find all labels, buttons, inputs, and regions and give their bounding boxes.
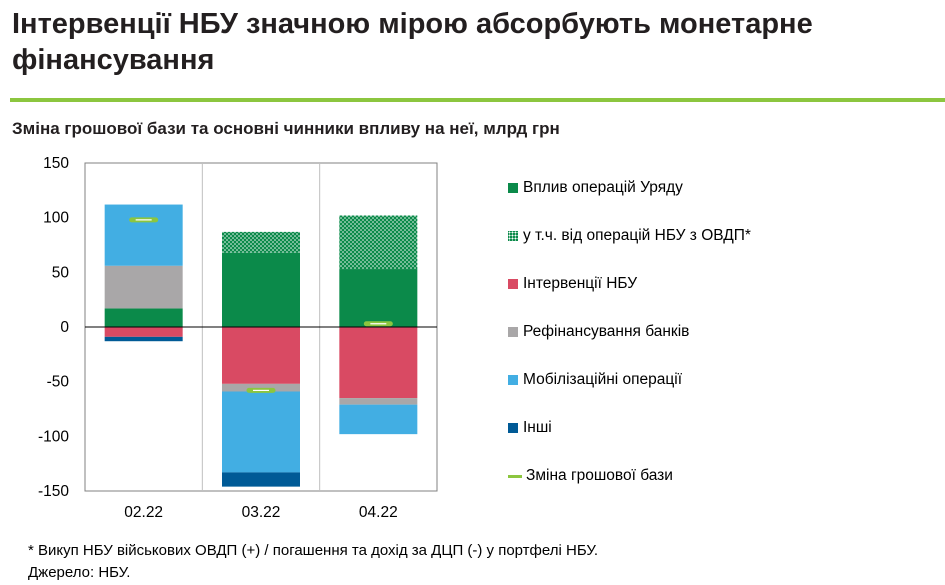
y-tick-label: 0 bbox=[60, 319, 69, 336]
bar-segment-5-03.22 bbox=[222, 391, 300, 473]
bar-segment-5-02.22 bbox=[104, 204, 183, 266]
bar-segment-2-03.22 bbox=[222, 231, 300, 253]
legend-swatch bbox=[508, 423, 518, 433]
bar-segment-3-02.22 bbox=[104, 327, 183, 337]
legend-label: Зміна грошової бази bbox=[526, 467, 673, 484]
footnote: * Викуп НБУ військових ОВДП (+) / погаше… bbox=[28, 542, 599, 559]
legend-item: у т.ч. від операцій НБУ з ОВДП* bbox=[508, 226, 751, 246]
bar-segment-1-04.22 bbox=[339, 269, 418, 327]
legend-item: Зміна грошової бази bbox=[508, 466, 673, 486]
source-note: Джерело: НБУ. bbox=[28, 564, 131, 581]
legend-label: Рефінансування банків bbox=[523, 323, 690, 340]
legend-swatch bbox=[508, 375, 518, 385]
legend-label: Вплив операцій Уряду bbox=[523, 179, 683, 196]
bar-segment-3-03.22 bbox=[222, 327, 300, 384]
bar-segment-4-03.22 bbox=[222, 383, 300, 392]
bar-segment-4-04.22 bbox=[339, 398, 418, 405]
chart-plot: 150 100 50 0 -50 -100 -150 02.22 03.22 04.22 bbox=[38, 155, 438, 521]
bar-segment-6-03.22 bbox=[222, 472, 300, 487]
y-tick-label: -150 bbox=[38, 483, 69, 500]
bar-segment-1-03.22 bbox=[222, 252, 300, 327]
y-tick-label: 50 bbox=[52, 264, 70, 281]
legend-swatch bbox=[508, 279, 518, 289]
bar-segment-3-04.22 bbox=[339, 327, 418, 399]
page-title: Інтервенції НБУ значною мірою абсорбують… bbox=[12, 8, 813, 76]
legend-item: Інтервенції НБУ bbox=[508, 274, 637, 294]
bar-segment-5-04.22 bbox=[339, 404, 418, 435]
x-tick-label: 03.22 bbox=[242, 504, 281, 521]
legend-swatch bbox=[508, 474, 522, 478]
legend-label: Мобілізаційні операції bbox=[523, 371, 683, 388]
legend-label: у т.ч. від операцій НБУ з ОВДП* bbox=[523, 227, 751, 244]
y-tick-label: -100 bbox=[38, 428, 69, 445]
legend-swatch bbox=[508, 183, 518, 193]
legend-swatch bbox=[508, 327, 518, 337]
x-tick-label: 02.22 bbox=[124, 504, 163, 521]
y-tick-label: 150 bbox=[43, 155, 69, 172]
y-tick-label: 100 bbox=[43, 210, 69, 227]
legend-item: Рефінансування банків bbox=[508, 322, 689, 342]
bar-segment-2-04.22 bbox=[339, 215, 418, 270]
x-tick-label: 04.22 bbox=[359, 504, 398, 521]
chart-title: Зміна грошової бази та основні чинники в… bbox=[12, 119, 560, 138]
legend-label: Інтервенції НБУ bbox=[523, 275, 638, 292]
legend-item: Мобілізаційні операції bbox=[508, 370, 682, 390]
title-divider bbox=[10, 98, 945, 102]
bar-segment-1-02.22 bbox=[104, 308, 183, 327]
legend-item: Вплив операцій Уряду bbox=[508, 178, 683, 198]
y-tick-label: -50 bbox=[47, 374, 70, 391]
legend-swatch bbox=[508, 231, 518, 241]
bar-segment-6-02.22 bbox=[104, 336, 183, 342]
legend-item: Інші bbox=[508, 418, 552, 438]
legend-label: Інші bbox=[523, 419, 552, 436]
bar-segment-4-02.22 bbox=[104, 265, 183, 309]
